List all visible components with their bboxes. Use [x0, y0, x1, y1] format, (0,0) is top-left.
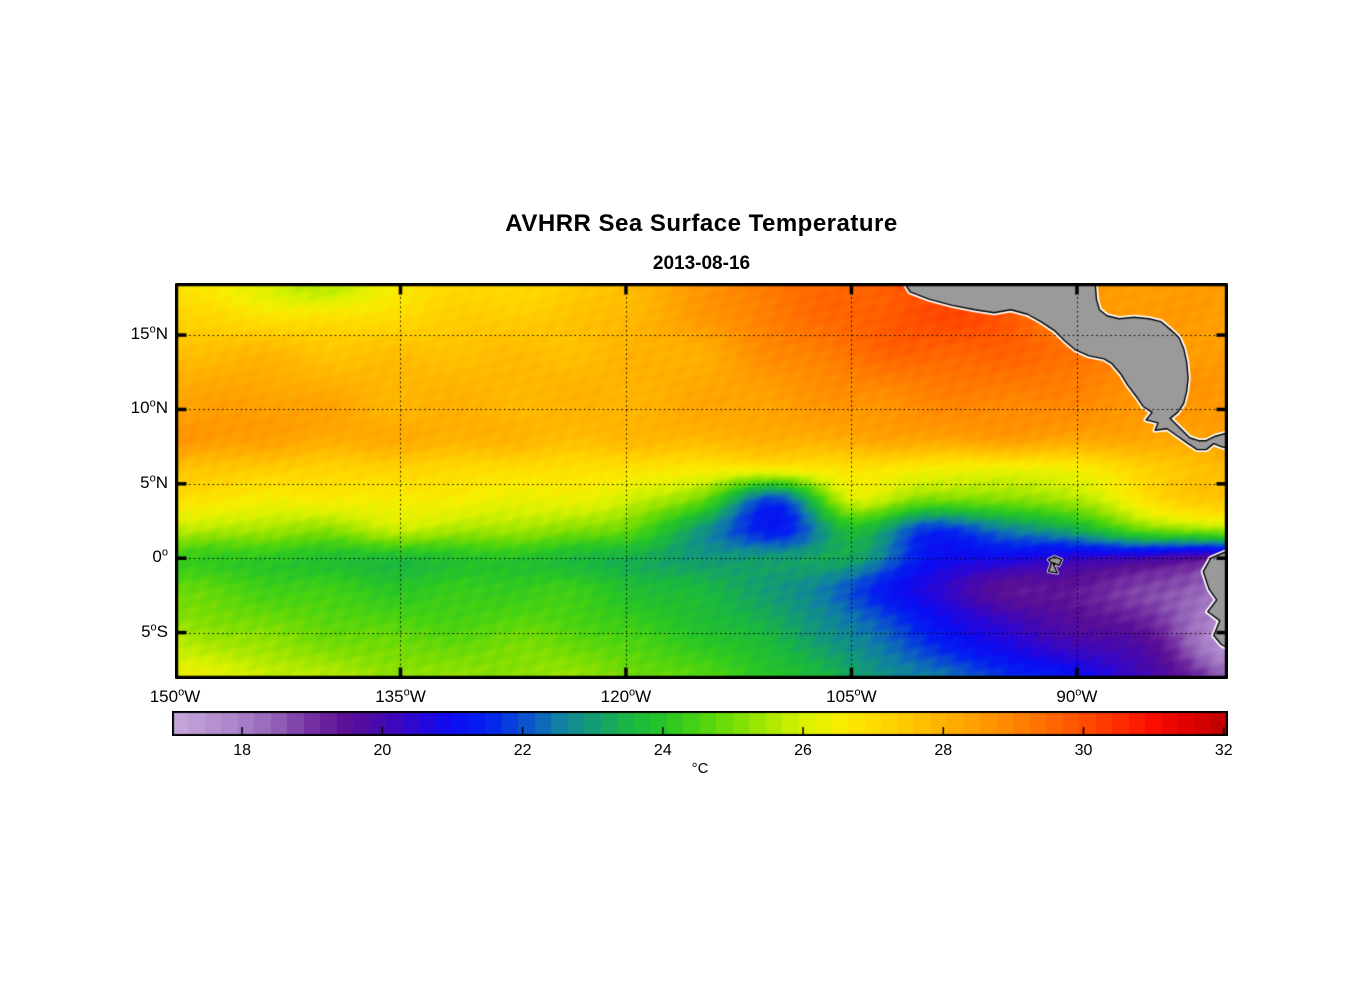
sst-map-canvas	[175, 283, 1228, 679]
colorbar-tick-label: 18	[233, 742, 251, 759]
chart-title: AVHRR Sea Surface Temperature	[505, 210, 898, 237]
colorbar-tick-label: 26	[794, 742, 812, 759]
y-tick-label: 0o	[152, 546, 168, 567]
chart-subtitle: 2013-08-16	[652, 253, 751, 274]
x-tick-label: 135oW	[375, 686, 426, 706]
x-tick-label: 105oW	[826, 686, 877, 706]
x-tick-label: 120oW	[600, 686, 652, 706]
y-tick-label: 10oN	[130, 397, 168, 418]
colorbar-tick-label: 32	[1214, 742, 1233, 759]
colorbar-tick-label: 28	[934, 742, 953, 759]
colorbar-unit-label: °C	[691, 760, 709, 777]
colorbar-canvas	[172, 711, 1228, 736]
colorbar-tick-label: 24	[653, 742, 672, 759]
y-tick-label: 5oN	[140, 472, 168, 492]
x-tick-label: 150oW	[149, 686, 201, 706]
colorbar-tick-label: 20	[373, 742, 392, 759]
colorbar-tick-label: 22	[513, 742, 532, 759]
y-tick-label: 5oS	[141, 620, 168, 641]
x-tick-label: 90oW	[1056, 686, 1098, 706]
colorbar-tick-label: 30	[1074, 742, 1093, 759]
y-tick-label: 15oN	[130, 323, 168, 344]
